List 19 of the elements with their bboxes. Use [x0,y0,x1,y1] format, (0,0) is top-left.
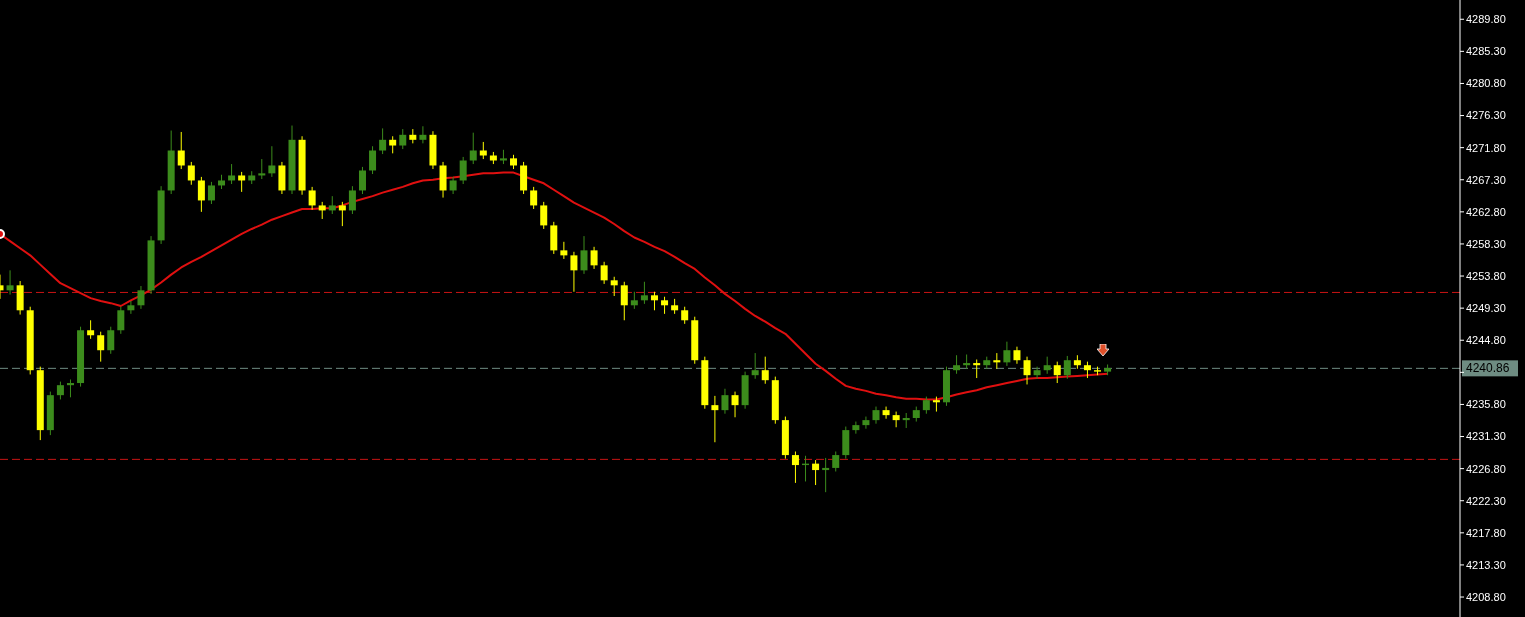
y-tick-label: 4262.80 [1466,205,1506,218]
y-tick-label: 4258.30 [1466,237,1506,250]
y-tick-label: 4235.80 [1466,398,1506,411]
y-tick-label: 4267.30 [1466,173,1506,186]
y-tick-label: 4217.80 [1466,526,1506,539]
y-tick-label: 4276.30 [1466,109,1506,122]
y-tick-label: 4285.30 [1466,45,1506,58]
y-tick-label: 4222.30 [1466,494,1506,507]
y-tick-label: 4271.80 [1466,141,1506,154]
y-tick-label: 4226.80 [1466,462,1506,475]
y-tick-label: 4253.80 [1466,269,1506,282]
y-tick-label: 4208.80 [1466,590,1506,603]
y-tick-label: 4231.30 [1466,430,1506,443]
y-tick-label: 4249.30 [1466,302,1506,315]
ref-line-label: 4240.86 [1466,361,1510,376]
y-tick-label: 4280.80 [1466,77,1506,90]
y-tick-label: 4213.30 [1466,558,1506,571]
y-tick-label: 4289.80 [1466,13,1506,26]
y-tick-label: 4244.80 [1466,334,1506,347]
